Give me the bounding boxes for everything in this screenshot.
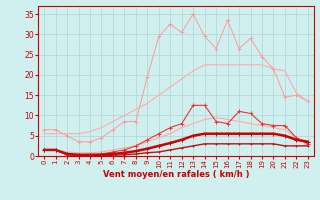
X-axis label: Vent moyen/en rafales ( km/h ): Vent moyen/en rafales ( km/h ): [103, 170, 249, 179]
